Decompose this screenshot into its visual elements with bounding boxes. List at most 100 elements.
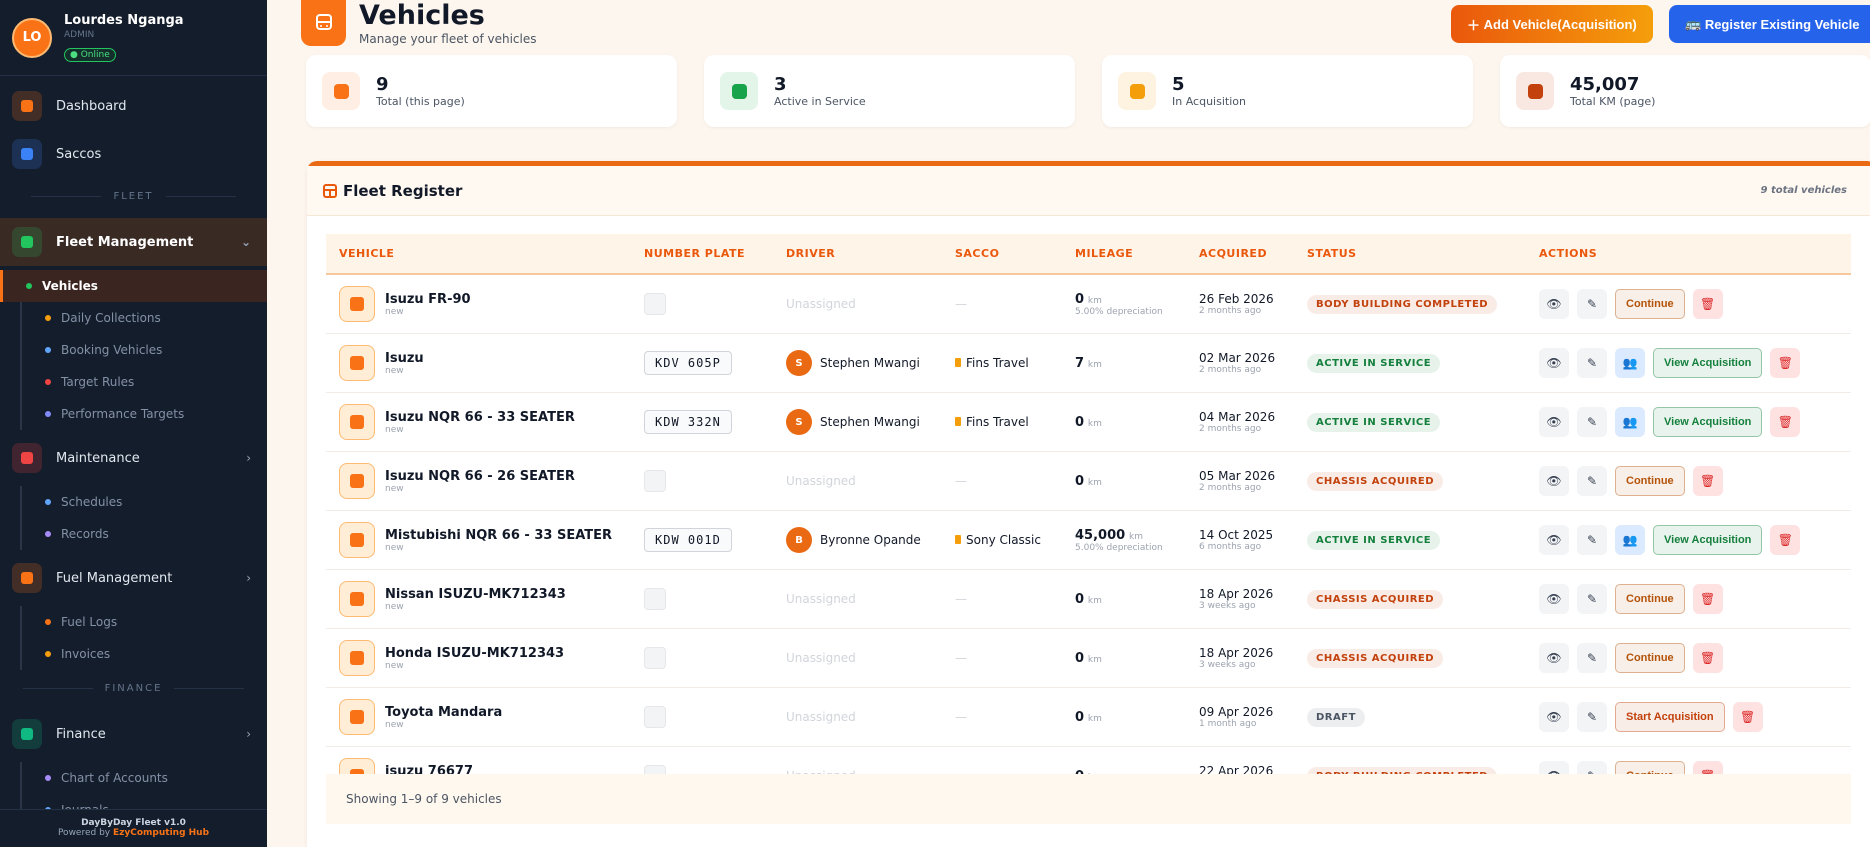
action-button[interactable]: Continue [1615,466,1685,496]
edit-button[interactable]: ✎ [1577,525,1607,555]
acquired-date: 05 Mar 2026 [1199,469,1276,483]
vehicle-name: Honda ISUZU-MK712343 [385,645,565,661]
vehicle-condition: new [385,719,404,730]
action-button[interactable]: Continue [1615,643,1685,673]
nav-subitem[interactable]: Records [20,518,267,550]
view-button[interactable]: 👁 [1539,643,1569,673]
stat-label: Total KM (page) [1570,95,1656,108]
acquired-cell: 14 Oct 2025 6 months ago [1199,528,1307,552]
action-button[interactable]: View Acquisition [1653,348,1763,378]
nav-item[interactable]: Saccos [0,130,267,178]
avatar: LO [12,17,52,58]
add-vehicle-button[interactable]: ＋ Add Vehicle(Acquisition) [1451,5,1653,43]
nav-icon [12,719,42,749]
dot [45,531,51,537]
acquired-ago: 1 month ago [1199,719,1257,729]
nav-subitem[interactable]: Booking Vehicles [20,334,267,366]
register-vehicle-button[interactable]: 🚌 Register Existing Vehicle [1669,5,1870,43]
icon-glyph [350,415,364,429]
view-button[interactable]: 👁 [1539,289,1569,319]
sacco-cell: — [955,592,1075,606]
nav-subitem[interactable]: Chart of Accounts [20,762,267,794]
action-button[interactable]: View Acquisition [1653,525,1763,555]
table-row: Toyota Mandara new Unassigned —0 km 09 Apr 2… [326,688,1851,747]
nav-subitem[interactable]: Performance Targets [20,398,267,430]
edit-button[interactable]: ✎ [1577,584,1607,614]
sacco-name: — [955,651,967,665]
action-button[interactable]: Start Acquisition [1615,702,1725,732]
nav-item[interactable]: Dashboard [0,82,267,130]
action-button[interactable]: Continue [1615,289,1685,319]
table-row: Nissan ISUZU-MK712343 new Unassigned —0 km 1… [326,570,1851,629]
mileage-unit: km [1129,531,1143,542]
stat-icon [1516,72,1554,110]
nav-group[interactable]: Maintenance › [0,434,267,482]
plate-placeholder [644,588,666,610]
nav-subitem[interactable]: Fuel Logs [20,606,267,638]
driver-name: Unassigned [786,651,856,665]
view-button[interactable]: 👁 [1539,407,1569,437]
status-cell: ACTIVE IN SERVICE [1307,353,1539,373]
acquired-date: 02 Mar 2026 [1199,351,1276,365]
delete-button[interactable]: 🗑 [1692,584,1723,614]
edit-button[interactable]: ✎ [1577,407,1607,437]
table-row: Isuzu new KDV 605P S Stephen Mwangi Fins Trav… [326,334,1851,393]
icon-glyph [350,592,364,606]
driver-cell: Unassigned [786,592,955,606]
plate-cell [644,470,786,492]
delete-button[interactable]: 🗑 [1770,407,1801,437]
mileage-cell: 7 km [1075,356,1199,371]
vehicle-condition: new [385,542,404,553]
edit-button[interactable]: ✎ [1577,702,1607,732]
bus-icon [315,14,332,30]
delete-button[interactable]: 🗑 [1692,643,1723,673]
view-button[interactable]: 👁 [1539,348,1569,378]
nav-group[interactable]: Fleet Management ⌄ [0,218,267,266]
mileage-unit: km [1087,418,1102,429]
delete-button[interactable]: 🗑 [1770,525,1801,555]
assign-button[interactable]: 👥 [1615,407,1645,437]
status-text: Online [80,50,110,60]
app-version: DayByDay Fleet v1.0 [81,818,186,828]
edit-button[interactable]: ✎ [1577,289,1607,319]
user-name: Lourdes Nganga [64,13,184,28]
main: Vehicles Manage your fleet of vehicles ＋… [267,0,1870,847]
table-footer: Showing 1–9 of 9 vehicles [326,774,1851,824]
nav-subitem[interactable]: Schedules [20,486,267,518]
nav-subitem[interactable]: Target Rules [20,366,267,398]
nav-label: Schedules [61,495,123,509]
view-button[interactable]: 👁 [1539,584,1569,614]
status-badge: ● Online [64,48,116,62]
nav-group[interactable]: Finance › [0,710,267,758]
view-button[interactable]: 👁 [1539,525,1569,555]
delete-button[interactable]: 🗑 [1692,466,1723,496]
vehicle-name: Isuzu NQR 66 - 33 SEATER [385,409,575,425]
view-button[interactable]: 👁 [1539,702,1569,732]
acquired-cell: 26 Feb 2026 2 months ago [1199,292,1307,316]
assign-button[interactable]: 👥 [1615,348,1645,378]
delete-button[interactable]: 🗑 [1732,702,1763,732]
vehicle-name: Isuzu FR-90 [385,291,471,307]
acquired-ago: 2 months ago [1199,483,1262,493]
nav-subitem[interactable]: Daily Collections [20,302,267,334]
sacco-cell: — [955,651,1075,665]
edit-button[interactable]: ✎ [1577,348,1607,378]
nav-group[interactable]: Fuel Management › [0,554,267,602]
vehicle-name: Isuzu [385,350,424,366]
stat-text: 45,007 Total KM (page) [1570,74,1655,108]
mileage-value: 0 [1075,591,1085,607]
mileage-unit: km [1087,595,1102,606]
action-button[interactable]: Continue [1615,584,1685,614]
status-badge: ACTIVE IN SERVICE [1307,353,1441,373]
nav-subitem[interactable]: Vehicles [0,270,267,302]
assign-button[interactable]: 👥 [1615,525,1645,555]
status-cell: CHASSIS ACQUIRED [1307,589,1539,609]
edit-button[interactable]: ✎ [1577,466,1607,496]
edit-button[interactable]: ✎ [1577,643,1607,673]
nav-subitem[interactable]: Invoices [20,638,267,670]
action-button[interactable]: View Acquisition [1653,407,1763,437]
delete-button[interactable]: 🗑 [1770,348,1801,378]
view-button[interactable]: 👁 [1539,466,1569,496]
driver-name: Unassigned [786,297,856,311]
delete-button[interactable]: 🗑 [1692,289,1723,319]
